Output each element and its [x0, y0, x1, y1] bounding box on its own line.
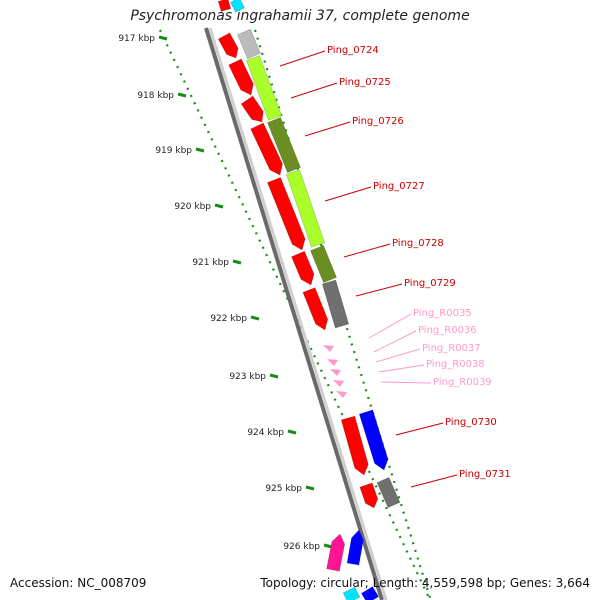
feature-labels: Ping_0724 Ping_0725 Ping_0726 Ping_0727 Ping… — [279, 45, 511, 488]
ruler-tick — [269, 373, 279, 379]
trna-arrow[interactable] — [336, 391, 347, 398]
cds-0731-gray[interactable] — [376, 476, 401, 509]
cds-top-edge[interactable] — [217, 0, 232, 12]
label-leader-line — [378, 364, 425, 373]
cds-arrow-left[interactable] — [228, 58, 254, 96]
ruler-tick-label: 923 kbp — [229, 372, 266, 382]
ruler-tick-label: 921 kbp — [192, 258, 229, 268]
feature-label-ping-0728[interactable]: Ping_0728 — [392, 238, 444, 249]
ruler-tick — [214, 203, 224, 209]
feature-label-ping-r0039[interactable]: Ping_R0039 — [433, 377, 492, 388]
feature-label-ping-0725[interactable]: Ping_0725 — [339, 77, 391, 88]
cds-0729-gray[interactable] — [321, 279, 350, 329]
ruler-tick-label: 926 kbp — [283, 542, 320, 552]
label-leader-line — [410, 474, 458, 488]
ruler-tick — [250, 315, 260, 321]
label-leader-line — [290, 82, 338, 99]
ruler-tick-label: 918 kbp — [137, 91, 174, 101]
ruler-tick — [195, 147, 205, 153]
cds-blue-bottom[interactable] — [346, 529, 364, 566]
feature-label-ping-0731[interactable]: Ping_0731 — [459, 469, 511, 480]
ruler-tick-label: 920 kbp — [174, 202, 211, 212]
label-leader-line — [279, 50, 326, 67]
cds-arrow-left[interactable] — [291, 250, 315, 286]
cds-0725-green[interactable] — [246, 55, 282, 121]
label-leader-line — [343, 243, 391, 258]
feature-label-ping-0729[interactable]: Ping_0729 — [404, 278, 456, 289]
feature-label-ping-0727[interactable]: Ping_0727 — [373, 181, 425, 192]
ruler-tick — [323, 543, 333, 549]
trna-arrow[interactable] — [330, 369, 341, 376]
ruler-tick — [305, 485, 315, 491]
cds-magenta[interactable] — [326, 533, 345, 572]
backbone-highlight — [208, 27, 388, 600]
ruler-dotted-line — [159, 29, 431, 600]
ruler-tick-label: 924 kbp — [247, 428, 284, 438]
feature-label-ping-0730[interactable]: Ping_0730 — [445, 417, 497, 428]
feature-label-ping-r0035[interactable]: Ping_R0035 — [413, 308, 472, 319]
ruler-tick-label: 922 kbp — [210, 314, 247, 324]
cds-arrow-0724-left[interactable] — [217, 32, 239, 59]
cds-gray-top[interactable] — [237, 28, 261, 60]
cds-0730-red[interactable] — [340, 415, 369, 476]
trna-arrow[interactable] — [333, 380, 344, 387]
label-leader-line — [373, 330, 417, 353]
feature-label-ping-0726[interactable]: Ping_0726 — [352, 116, 404, 127]
ruler-tick-label: 925 kbp — [265, 484, 302, 494]
backbone-line — [204, 27, 384, 600]
feature-track — [217, 0, 401, 600]
ruler-tick-label: 919 kbp — [155, 146, 192, 156]
ruler-tick — [232, 259, 242, 265]
cds-arrow-left[interactable] — [250, 122, 283, 176]
label-leader-line — [355, 283, 403, 297]
ruler-tick — [177, 92, 187, 98]
ruler-tick — [287, 429, 297, 435]
cds-arrow-left[interactable] — [302, 287, 329, 331]
label-leader-line — [368, 313, 412, 339]
cds-cyan-top-edge[interactable] — [230, 0, 245, 13]
cds-blue-edge[interactable] — [361, 586, 379, 600]
label-leader-line — [324, 186, 372, 202]
feature-label-ping-r0036[interactable]: Ping_R0036 — [418, 325, 477, 336]
trna-arrow[interactable] — [327, 359, 338, 366]
label-leader-line — [380, 381, 432, 384]
label-leader-line — [375, 348, 421, 363]
cds-arrow-left[interactable] — [267, 177, 306, 251]
cds-0727-green[interactable] — [285, 169, 326, 248]
trna-arrow[interactable] — [323, 345, 334, 352]
feature-label-ping-0724[interactable]: Ping_0724 — [327, 45, 379, 56]
label-leader-line — [395, 422, 444, 436]
cds-0728-olive[interactable] — [310, 244, 337, 284]
cds-0730-blue[interactable] — [358, 409, 389, 471]
feature-label-ping-r0038[interactable]: Ping_R0038 — [426, 359, 485, 370]
backbone — [204, 27, 388, 600]
ruler-tick — [158, 35, 168, 41]
feature-label-ping-r0037[interactable]: Ping_R0037 — [422, 343, 481, 354]
cds-0731-red[interactable] — [359, 482, 379, 509]
topology-text: Topology: circular; Length: 4,559,598 bp… — [260, 576, 590, 590]
accession-text: Accession: NC_008709 — [10, 576, 147, 590]
map-title: Psychromonas ingrahamii 37, complete gen… — [130, 8, 470, 24]
cds-arrow-left[interactable] — [240, 95, 264, 123]
ruler-tick-label: 917 kbp — [118, 34, 155, 44]
label-leader-line — [304, 121, 351, 137]
cds-cyan-bottom[interactable] — [342, 586, 361, 600]
cds-0726-olive[interactable] — [267, 117, 301, 173]
